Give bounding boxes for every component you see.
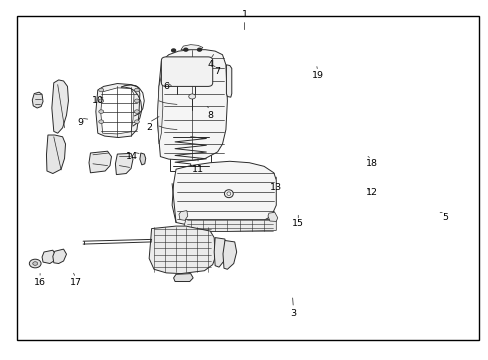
Circle shape: [134, 99, 139, 103]
Text: 4: 4: [207, 60, 213, 69]
Text: 8: 8: [207, 111, 213, 120]
Text: 2: 2: [146, 123, 152, 132]
Circle shape: [171, 49, 175, 52]
Text: 18: 18: [365, 159, 377, 168]
Polygon shape: [181, 45, 203, 50]
Polygon shape: [96, 84, 140, 138]
Circle shape: [33, 262, 38, 265]
Bar: [170, 131, 211, 171]
Polygon shape: [157, 50, 227, 160]
Circle shape: [188, 94, 195, 99]
Text: 12: 12: [365, 188, 377, 197]
Circle shape: [99, 88, 103, 92]
Polygon shape: [52, 80, 68, 133]
Circle shape: [99, 99, 103, 103]
Circle shape: [183, 48, 187, 51]
Text: 6: 6: [163, 82, 169, 91]
Polygon shape: [214, 238, 225, 267]
Polygon shape: [173, 274, 193, 282]
Text: 10: 10: [92, 96, 103, 105]
Polygon shape: [226, 65, 231, 97]
Text: 9: 9: [78, 118, 83, 127]
Polygon shape: [53, 249, 66, 264]
Circle shape: [99, 120, 103, 123]
Polygon shape: [115, 153, 133, 175]
Circle shape: [99, 110, 103, 113]
Text: 5: 5: [441, 213, 447, 222]
Polygon shape: [140, 153, 145, 165]
Circle shape: [134, 110, 139, 113]
Polygon shape: [89, 151, 111, 173]
Circle shape: [197, 48, 201, 51]
Polygon shape: [183, 218, 276, 232]
Polygon shape: [179, 211, 187, 220]
Text: 15: 15: [292, 219, 304, 228]
Text: 17: 17: [70, 278, 81, 287]
Polygon shape: [157, 72, 163, 144]
Circle shape: [134, 120, 139, 123]
Text: 13: 13: [270, 183, 282, 192]
Circle shape: [29, 259, 41, 268]
Text: 11: 11: [192, 165, 203, 174]
Polygon shape: [149, 226, 215, 274]
Polygon shape: [32, 92, 43, 108]
Polygon shape: [42, 250, 56, 264]
Polygon shape: [223, 240, 236, 269]
Polygon shape: [101, 88, 134, 134]
Text: 19: 19: [311, 71, 323, 80]
Circle shape: [134, 88, 139, 92]
Text: 14: 14: [126, 152, 138, 161]
Polygon shape: [172, 161, 276, 228]
Polygon shape: [46, 135, 65, 174]
Text: 3: 3: [290, 309, 296, 318]
Ellipse shape: [224, 190, 233, 198]
Polygon shape: [267, 212, 277, 221]
FancyBboxPatch shape: [161, 57, 212, 86]
Text: 7: 7: [214, 68, 220, 77]
Text: 1: 1: [241, 10, 247, 19]
Text: 16: 16: [34, 278, 46, 287]
